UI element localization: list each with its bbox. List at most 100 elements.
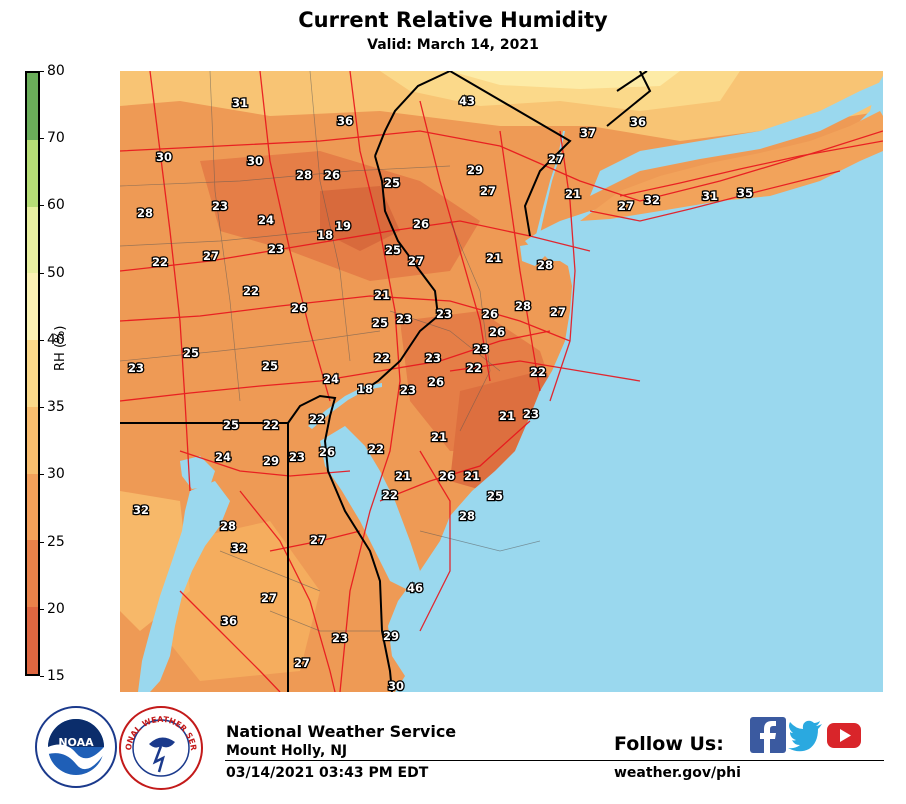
rh-value-label: 43: [459, 94, 475, 108]
footer-timestamp: 03/14/2021 03:43 PM EDT: [226, 765, 429, 781]
rh-value-label: 29: [467, 163, 483, 177]
rh-value-label: 27: [618, 199, 634, 213]
map-title: Current Relative Humidity: [298, 8, 608, 32]
twitter-icon[interactable]: [787, 717, 823, 753]
rh-value-label: 36: [630, 115, 646, 129]
rh-value-label: 27: [548, 152, 564, 166]
rh-value-label: 23: [425, 351, 441, 365]
colorbar-segment: [27, 607, 38, 675]
colorbar-tick-mark: [40, 272, 44, 274]
rh-value-label: 23: [473, 342, 489, 356]
colorbar-tick-mark: [40, 676, 44, 677]
rh-value-label: 23: [436, 307, 452, 321]
rh-value-label: 36: [337, 114, 353, 128]
nws-seal-logo: NATIONAL WEATHER SERVICE: [119, 706, 203, 790]
rh-value-label: 27: [310, 533, 326, 547]
county-lines: [120, 71, 541, 632]
rh-value-label: 28: [220, 519, 236, 533]
rh-value-label: 26: [324, 168, 340, 182]
rh-value-label: 26: [319, 445, 335, 459]
colorbar-segment: [27, 139, 38, 208]
rh-value-label: 23: [128, 361, 144, 375]
rh-value-label: 26: [439, 469, 455, 483]
colorbar-segment: [27, 273, 38, 341]
humidity-map: 31 36 43 37 36 30 30 28 26 25 29 27 27 21 27 32 31 35 28 23…: [120, 71, 883, 692]
rh-value-label: 27: [408, 254, 424, 268]
colorbar-tick-label: 50: [47, 264, 65, 281]
rh-value-label: 27: [550, 305, 566, 319]
rh-value-label: 30: [247, 154, 263, 168]
colorbar-tick-label: 20: [47, 600, 65, 617]
rh-value-label: 22: [368, 442, 384, 456]
colorbar-segment: [27, 540, 38, 608]
rh-value-label: 22: [530, 365, 546, 379]
colorbar-tick-label: 40: [47, 331, 65, 348]
colorbar-tick-mark: [40, 608, 44, 610]
rh-value-label: 21: [499, 409, 515, 423]
colorbar-label: RH (%): [53, 325, 68, 371]
ny-harbor: [520, 243, 545, 266]
rh-value-label: 37: [580, 126, 596, 140]
rh-value-labels: 31 36 43 37 36 30 30 28 26 25 29 27 27 21 27 32 31 35 28 23…: [127, 93, 755, 692]
rh-value-label: 31: [232, 96, 248, 110]
rh-value-label: 22: [374, 351, 390, 365]
colorbar-tick-mark: [40, 407, 44, 409]
facebook-icon[interactable]: [750, 717, 786, 753]
colorbar-tick-mark: [40, 138, 44, 140]
ocean: [388, 76, 883, 692]
rh-value-label: 26: [489, 325, 505, 339]
rh-value-label: 21: [486, 251, 502, 265]
rh-value-label: 22: [466, 361, 482, 375]
colorbar-tick-mark: [40, 474, 44, 476]
noaa-logo-text: NOAA: [58, 736, 94, 749]
rh-value-label: 35: [737, 186, 753, 200]
rh-value-label: 28: [459, 509, 475, 523]
rh-value-label: 22: [243, 284, 259, 298]
website-link[interactable]: weather.gov/phi: [614, 765, 741, 781]
colorbar-tick-label: 60: [47, 197, 65, 214]
road-network: [120, 71, 883, 692]
rh-value-label: 25: [487, 489, 503, 503]
colorbar-tick-label: 30: [47, 466, 65, 483]
rh-value-label: 21: [565, 187, 581, 201]
rh-value-label: 24: [215, 450, 231, 464]
rh-value-label: 23: [212, 199, 228, 213]
rh-value-label: 19: [335, 219, 351, 233]
rh-value-label: 31: [702, 189, 718, 203]
rh-value-label: 23: [523, 407, 539, 421]
rh-value-label: 21: [431, 430, 447, 444]
colorbar-tick-label: 15: [47, 668, 65, 684]
rh-value-label: 21: [374, 288, 390, 302]
rh-value-label: 23: [289, 450, 305, 464]
rh-value-label: 25: [262, 359, 278, 373]
rh-value-label: 30: [388, 679, 404, 692]
youtube-icon[interactable]: [826, 717, 862, 753]
rh-value-label: 25: [183, 346, 199, 360]
rh-value-label: 24: [323, 372, 339, 386]
rh-value-label: 23: [332, 631, 348, 645]
rh-value-label: 28: [137, 206, 153, 220]
rh-value-label: 23: [396, 312, 412, 326]
footer-org: National Weather Service: [226, 722, 457, 741]
rh-value-label: 27: [261, 591, 277, 605]
long-island: [580, 111, 883, 221]
colorbar-tick-label: 70: [47, 130, 65, 147]
rh-value-label: 23: [268, 242, 284, 256]
delaware-river: [308, 383, 382, 429]
rh-value-label: 30: [156, 150, 172, 164]
colorbar: [25, 71, 40, 676]
colorbar-tick-mark: [40, 541, 44, 543]
rh-value-label: 18: [357, 382, 373, 396]
rh-value-label: 46: [407, 581, 423, 595]
rh-value-label: 18: [317, 228, 333, 242]
colorbar-tick-label: 35: [47, 399, 65, 416]
colorbar-tick-label: 25: [47, 533, 65, 550]
rh-value-label: 22: [382, 488, 398, 502]
rh-value-label: 24: [258, 213, 274, 227]
delaware-bay: [320, 426, 420, 591]
rh-value-label: 27: [294, 656, 310, 670]
colorbar-tick-label: 80: [47, 63, 65, 79]
rh-value-label: 32: [644, 193, 660, 207]
rh-value-label: 27: [480, 184, 496, 198]
colorbar-tick-mark: [40, 339, 44, 341]
